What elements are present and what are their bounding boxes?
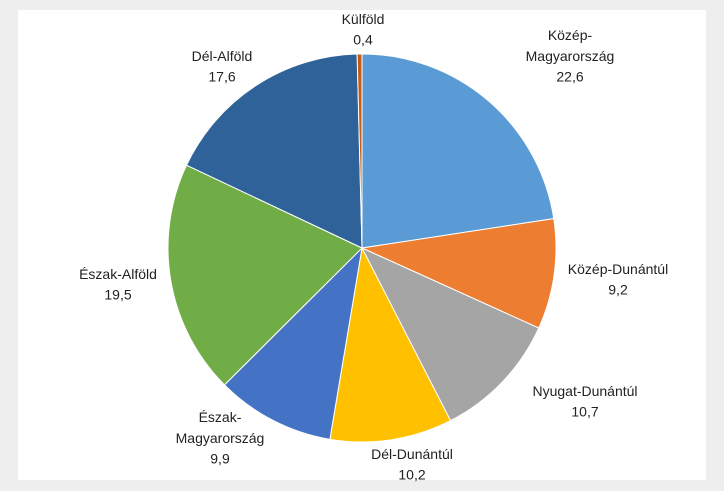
pie-slice — [185, 53, 363, 249]
value-label: 19,5 — [104, 287, 131, 303]
value-label: 22,6 — [556, 69, 583, 85]
pie-slice — [329, 246, 452, 443]
slice-label: Észak- Magyarország — [176, 409, 265, 446]
value-label: 0,4 — [353, 32, 373, 48]
label-line: Magyarország — [176, 430, 265, 446]
value-label: 10,2 — [398, 467, 425, 483]
pie-slice — [360, 218, 557, 329]
slice-label: Észak-Alföld — [79, 266, 157, 282]
pie-slice — [223, 246, 363, 440]
slice-label: Külföld — [342, 11, 385, 27]
label-line: Közép-Dunántúl — [568, 261, 668, 277]
label-line: Dél-Dunántúl — [371, 446, 453, 462]
slice-label: Dél-Alföld — [192, 48, 253, 64]
value-label: 17,6 — [208, 69, 235, 85]
slice-label: Nyugat-Dunántúl — [532, 383, 637, 399]
value-label: 10,7 — [571, 404, 598, 420]
label-line: Észak-Alföld — [79, 266, 157, 282]
slice-label: Dél-Dunántúl — [371, 446, 453, 462]
slice-label: Közép-Dunántúl — [568, 261, 668, 277]
label-line: Észak- — [199, 409, 242, 425]
pie-slice — [361, 53, 555, 249]
label-line: Magyarország — [526, 48, 615, 64]
pie-slice — [167, 164, 363, 386]
slice-label: Közép- Magyarország — [526, 27, 615, 64]
label-line: Dél-Alföld — [192, 48, 253, 64]
label-line: Közép- — [548, 27, 593, 43]
label-line: Nyugat-Dunántúl — [532, 383, 637, 399]
value-label: 9,2 — [608, 282, 628, 298]
value-label: 9,9 — [210, 451, 230, 467]
label-line: Külföld — [342, 11, 385, 27]
pie-slice — [360, 246, 540, 422]
pie-slice — [356, 53, 363, 249]
